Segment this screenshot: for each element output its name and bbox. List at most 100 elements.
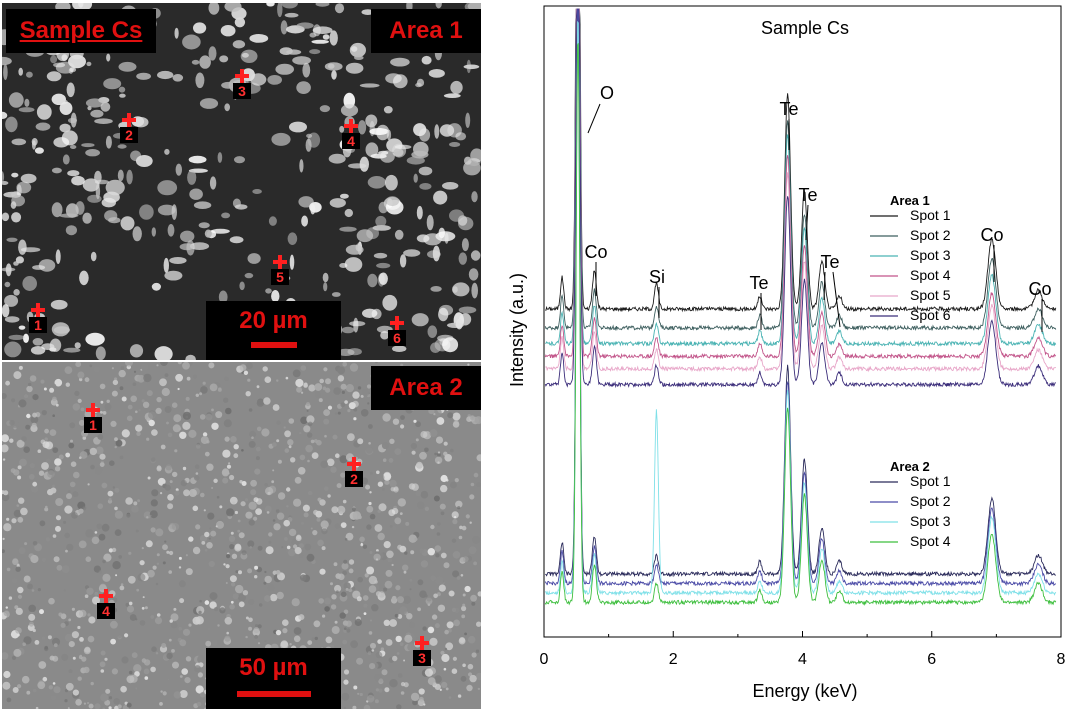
grain — [94, 703, 101, 709]
particle — [385, 196, 400, 207]
particle — [211, 228, 230, 234]
particle — [380, 330, 389, 340]
grain — [452, 421, 460, 428]
grain — [142, 596, 145, 599]
grain — [40, 379, 45, 384]
grain — [351, 586, 356, 591]
particle — [463, 64, 480, 70]
grain — [156, 553, 160, 557]
grain — [45, 505, 48, 509]
grain — [443, 441, 448, 446]
grain — [437, 451, 441, 454]
grain — [197, 655, 206, 664]
grain — [6, 567, 11, 572]
grain — [121, 429, 130, 438]
grain — [413, 419, 417, 423]
grain — [297, 467, 306, 475]
grain — [114, 437, 118, 442]
grain — [44, 437, 48, 441]
particle — [439, 124, 455, 137]
grain — [437, 522, 441, 526]
grain — [234, 510, 238, 515]
particle — [8, 92, 24, 108]
grain — [207, 627, 211, 631]
particle — [189, 242, 210, 251]
particle — [62, 154, 70, 165]
grain — [322, 386, 327, 391]
grain — [171, 523, 180, 531]
grain — [103, 553, 112, 562]
grain — [319, 378, 325, 384]
grain — [30, 415, 39, 424]
grain — [393, 515, 397, 519]
grain — [324, 434, 327, 438]
grain — [410, 692, 420, 702]
grain — [233, 453, 239, 459]
grain — [159, 702, 163, 706]
grain — [319, 499, 326, 506]
grain — [110, 620, 118, 629]
particle — [442, 182, 459, 190]
grain — [125, 602, 130, 607]
particle — [355, 243, 362, 252]
particle — [449, 142, 461, 147]
grain — [185, 415, 189, 419]
particle — [279, 47, 293, 55]
grain — [44, 645, 48, 650]
particle — [443, 93, 461, 98]
particle — [75, 201, 85, 215]
grain — [366, 524, 372, 530]
grain — [339, 455, 348, 464]
grain — [206, 440, 210, 444]
area-2-label: Area 2 — [371, 366, 481, 410]
grain — [386, 550, 394, 559]
particle — [2, 212, 10, 222]
grain — [139, 620, 146, 626]
grain — [217, 624, 220, 627]
grain — [155, 652, 159, 655]
grain — [222, 477, 229, 484]
grain — [255, 498, 263, 505]
grain — [253, 516, 258, 521]
particle — [23, 333, 29, 343]
grain — [72, 656, 76, 660]
particle — [79, 270, 89, 286]
grain — [102, 573, 111, 582]
grain — [94, 531, 98, 534]
grain — [384, 580, 393, 589]
grain — [477, 591, 481, 597]
grain — [185, 568, 193, 576]
particle — [169, 257, 187, 264]
grain — [151, 646, 157, 652]
grain — [268, 540, 272, 544]
grain — [47, 635, 52, 640]
particle — [94, 118, 113, 124]
grain — [345, 587, 349, 591]
grain — [102, 559, 106, 564]
scale-bar-area-1: 20 µm — [206, 301, 341, 360]
particle — [328, 153, 346, 164]
grain — [87, 613, 91, 617]
grain — [314, 383, 323, 391]
grain — [167, 494, 174, 501]
particle — [185, 354, 196, 360]
grain — [69, 481, 76, 488]
grain — [253, 627, 260, 634]
grain — [21, 675, 30, 684]
grain — [331, 594, 337, 600]
grain — [237, 519, 241, 523]
particle — [67, 170, 80, 177]
grain — [174, 449, 178, 453]
particle — [240, 49, 258, 63]
grain — [267, 584, 275, 592]
grain — [78, 419, 85, 426]
particle — [386, 129, 392, 141]
particle — [365, 114, 378, 128]
grain — [396, 652, 400, 655]
grain — [443, 562, 450, 569]
grain — [233, 444, 239, 450]
particle — [70, 145, 77, 149]
grain — [141, 547, 144, 550]
grain — [429, 429, 438, 438]
particle — [344, 257, 363, 272]
